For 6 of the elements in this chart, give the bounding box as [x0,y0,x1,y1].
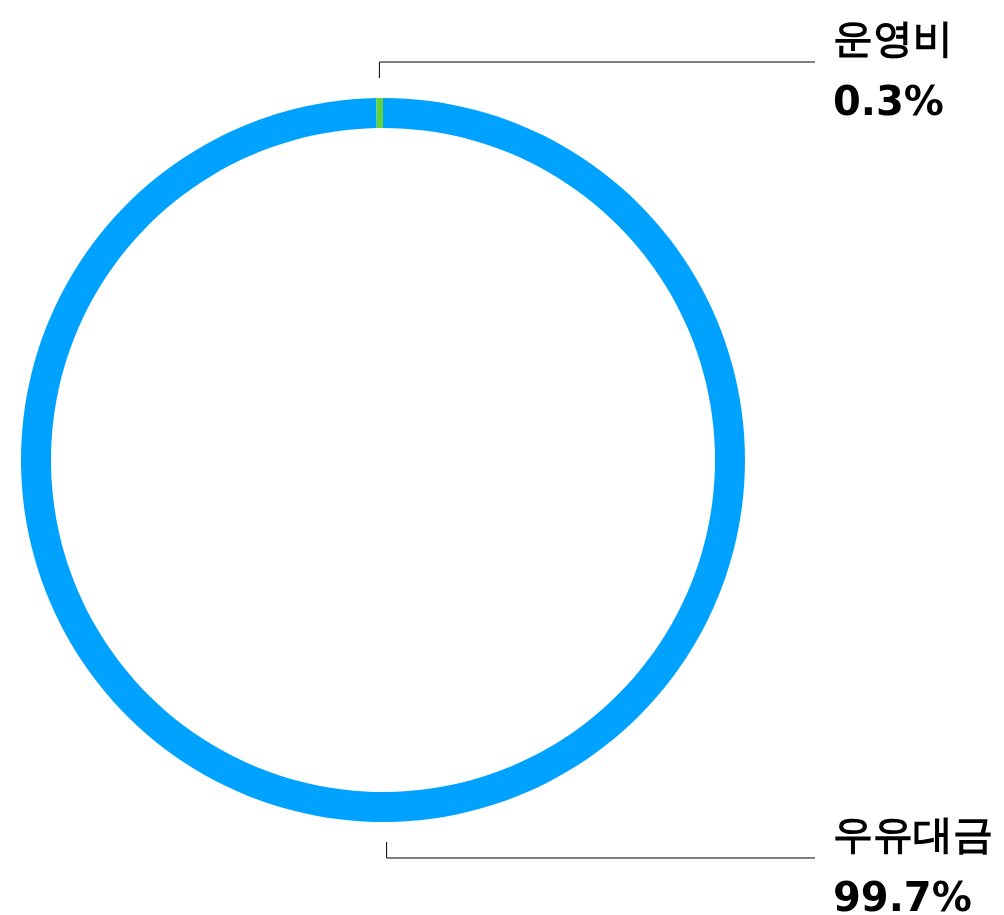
data-label: 99.7% [833,873,972,915]
slice-label: 운영비 [833,15,953,62]
donut-slice [21,98,745,822]
slice-label: 우유대금 [833,810,993,857]
donut-slice [376,98,383,129]
data-label: 0.3% [833,78,944,125]
